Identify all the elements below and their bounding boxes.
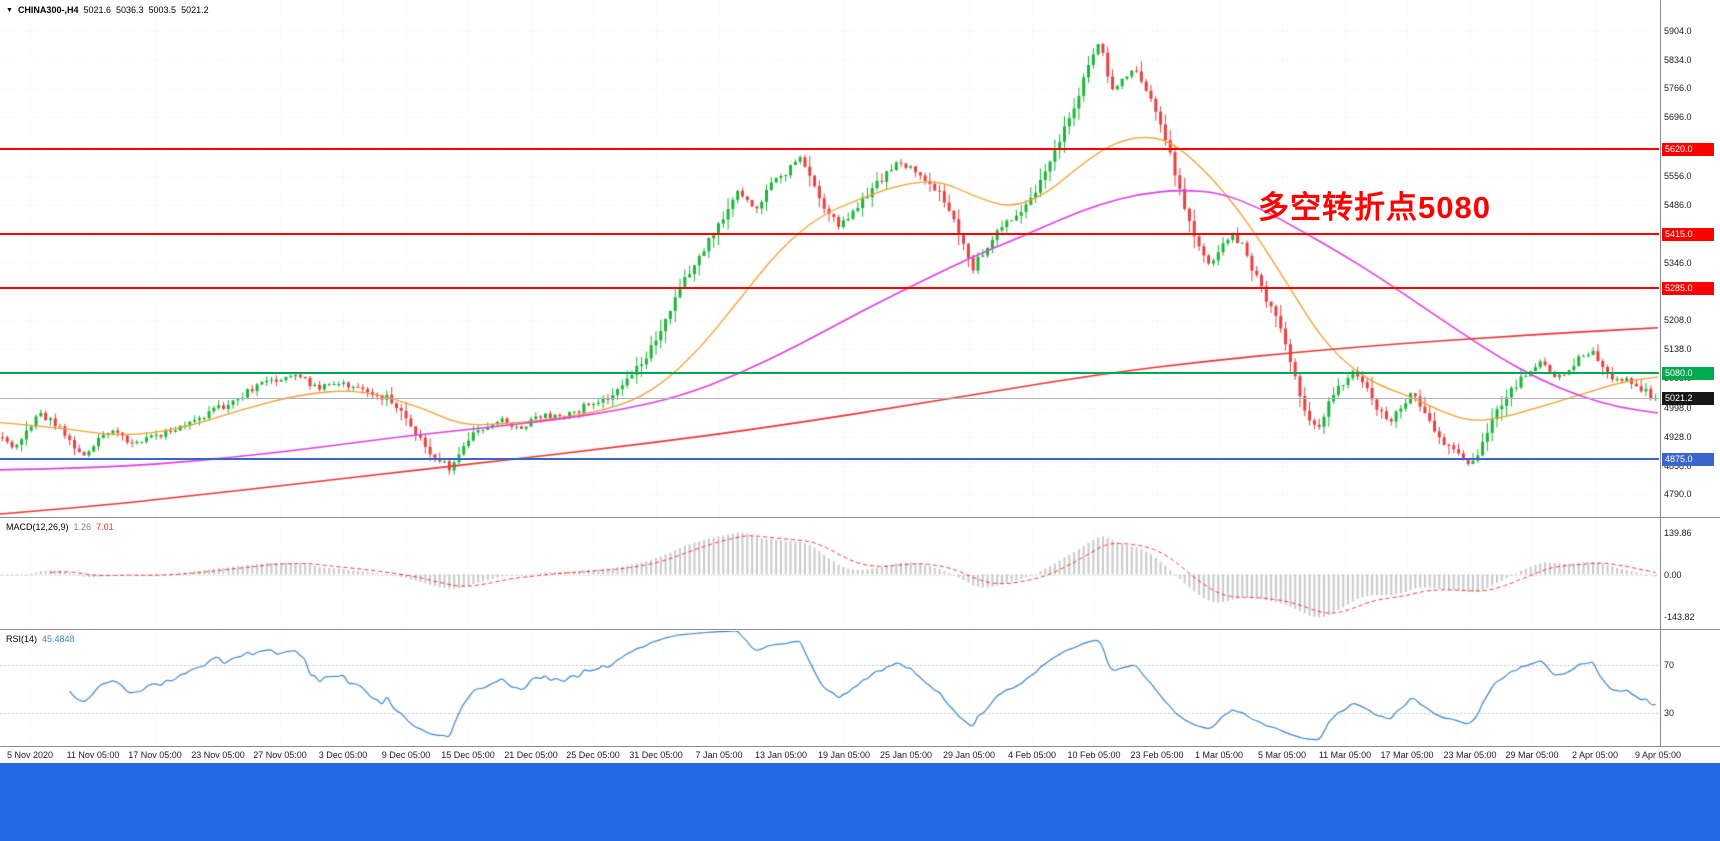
price-tick: 5486.0: [1664, 200, 1692, 210]
price-tick: 5696.0: [1664, 112, 1692, 122]
bid-price-badge: 5021.2: [1662, 392, 1714, 405]
rsi-canvas[interactable]: [0, 631, 1659, 747]
time-axis-label: 13 Jan 05:00: [754, 750, 808, 760]
rsi-label: RSI(14) 45.4848: [6, 634, 75, 644]
macd-axis-tick: 0.00: [1664, 570, 1682, 580]
time-axis-label: 29 Jan 05:00: [942, 750, 996, 760]
macd-panel: 139.86 0.00 -143.82 MACD(12,26,9) 1.26 7.0…: [0, 517, 1720, 630]
time-axis-label: 9 Dec 05:00: [381, 750, 431, 760]
time-axis-label: 3 Dec 05:00: [318, 750, 368, 760]
symbol-title: CHINA300-,H4: [17, 5, 79, 15]
time-axis-label: 31 Dec 05:00: [629, 750, 683, 760]
time-axis-label: 25 Dec 05:00: [566, 750, 620, 760]
time-axis-label: 11 Mar 05:00: [1318, 750, 1372, 760]
price-chart-canvas[interactable]: [0, 0, 1659, 517]
time-axis-label: 11 Nov 05:00: [66, 750, 120, 760]
time-axis-label: 23 Feb 05:00: [1130, 750, 1184, 760]
time-axis-label: 5 Nov 2020: [6, 750, 54, 760]
chevron-down-icon[interactable]: ▼: [6, 6, 13, 14]
price-tick: 4858.0: [1664, 461, 1692, 471]
macd-axis-tick: -143.82: [1664, 612, 1695, 622]
time-axis-label: 21 Dec 05:00: [504, 750, 558, 760]
annotation-text[interactable]: 多空转折点5080: [1258, 190, 1491, 225]
price-tick: 5904.0: [1664, 26, 1692, 36]
macd-axis: 139.86 0.00 -143.82: [1660, 518, 1720, 629]
rsi-axis: 70 30: [1660, 630, 1720, 746]
price-badge-5415.0: 5415.0: [1662, 228, 1714, 241]
rsi-panel: 70 30 RSI(14) 45.4848: [0, 629, 1720, 747]
time-axis-label: 2 Apr 05:00: [1571, 750, 1619, 760]
time-axis-label: 25 Jan 05:00: [879, 750, 933, 760]
price-axis[interactable]: 5904.0 5834.0 5766.0 5696.0 5556.0 5486.0 5346…: [1660, 0, 1720, 517]
macd-value-main: 1.26: [73, 522, 92, 532]
time-axis-label: 29 Mar 05:00: [1505, 750, 1559, 760]
time-axis-label: 27 Nov 05:00: [253, 750, 307, 760]
macd-canvas[interactable]: [0, 519, 1659, 630]
price-tick: 5556.0: [1664, 171, 1692, 181]
time-axis-label: 17 Mar 05:00: [1380, 750, 1434, 760]
time-axis: 5 Nov 2020 11 Nov 05:00 17 Nov 05:00 23 Nov…: [0, 746, 1720, 763]
rsi-axis-tick: 30: [1664, 708, 1675, 718]
price-tick: 5766.0: [1664, 83, 1692, 93]
price-tick: 5834.0: [1664, 55, 1692, 65]
time-axis-label: 23 Mar 05:00: [1443, 750, 1497, 760]
ohlc-high: 5036.3: [116, 5, 144, 15]
price-badge-5285.0: 5285.0: [1662, 282, 1714, 295]
time-axis-label: 23 Nov 05:00: [191, 750, 245, 760]
time-axis-label: 4 Feb 05:00: [1007, 750, 1057, 760]
time-axis-label: 15 Dec 05:00: [441, 750, 495, 760]
time-axis-label: 9 Apr 05:00: [1634, 750, 1682, 760]
time-axis-label: 5 Mar 05:00: [1257, 750, 1307, 760]
ohlc-close: 5021.2: [181, 5, 209, 15]
time-axis-label: 1 Mar 05:00: [1194, 750, 1244, 760]
macd-value-signal: 7.01: [96, 522, 114, 532]
ohlc-open: 5021.6: [83, 5, 111, 15]
price-chart-panel: 5904.0 5834.0 5766.0 5696.0 5556.0 5486.0 5346…: [0, 0, 1720, 517]
bottom-blue-panel: [0, 763, 1720, 841]
time-axis-label: 19 Jan 05:00: [817, 750, 871, 760]
ohlc-low: 5003.5: [148, 5, 177, 15]
price-badge-5620.0: 5620.0: [1662, 143, 1714, 156]
price-badge-5080.0: 5080.0: [1662, 367, 1714, 380]
price-badge-4875.0: 4875.0: [1662, 453, 1714, 466]
price-tick: 5138.0: [1664, 344, 1692, 354]
rsi-value: 45.4848: [42, 634, 75, 644]
rsi-name: RSI(14): [6, 634, 38, 644]
macd-axis-tick: 139.86: [1664, 528, 1692, 538]
rsi-axis-tick: 70: [1664, 660, 1675, 670]
price-tick: 5208.0: [1664, 315, 1692, 325]
time-axis-label: 7 Jan 05:00: [695, 750, 743, 760]
macd-name: MACD(12,26,9): [6, 522, 69, 532]
symbol-info: ▼ CHINA300-,H4 5021.6 5036.3 5003.5 5021…: [6, 5, 209, 15]
time-axis-label: 17 Nov 05:00: [128, 750, 182, 760]
time-axis-label: 10 Feb 05:00: [1067, 750, 1121, 760]
price-tick: 5346.0: [1664, 258, 1692, 268]
price-tick: 4928.0: [1664, 432, 1692, 442]
macd-label: MACD(12,26,9) 1.26 7.01: [6, 522, 114, 532]
price-tick: 4790.0: [1664, 489, 1692, 499]
price-tick: 4998.0: [1664, 403, 1692, 413]
